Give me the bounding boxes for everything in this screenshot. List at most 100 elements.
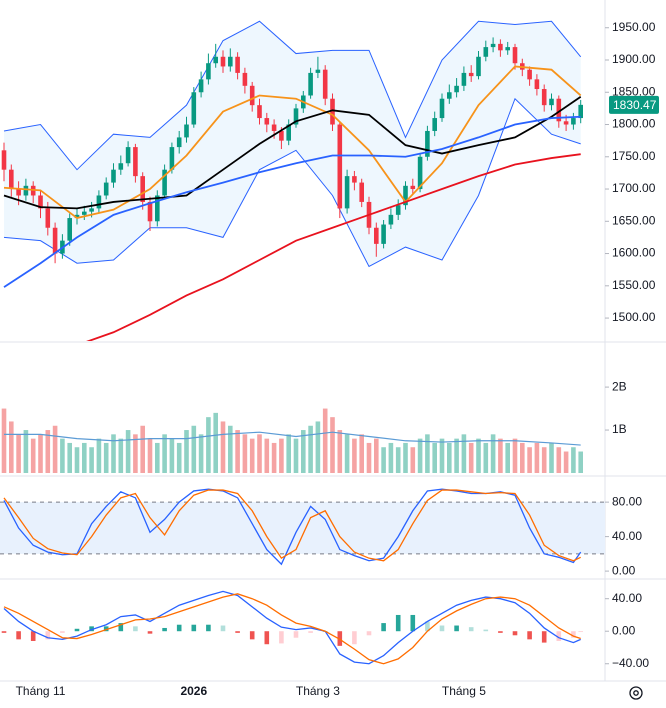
- candle-body: [330, 98, 335, 125]
- volume-bar: [344, 434, 350, 473]
- volume-bar: [271, 442, 277, 473]
- candle-body: [257, 105, 262, 119]
- macd-histogram-bar: [527, 631, 532, 640]
- candle-body: [103, 182, 109, 196]
- candle-body: [425, 130, 430, 157]
- panel: [1, 20, 583, 341]
- macd-histogram-bar: [425, 621, 430, 632]
- volume-bar: [286, 434, 291, 473]
- candle-body: [162, 169, 167, 196]
- macd-histogram-bar: [1, 631, 7, 633]
- macd-histogram-bar: [512, 631, 518, 636]
- volume-bar: [439, 438, 445, 473]
- volume-bar: [16, 434, 21, 473]
- macd-histogram-bar: [308, 631, 313, 633]
- candle-body: [527, 69, 532, 80]
- candle-body: [286, 124, 291, 141]
- stoch-band: [0, 502, 605, 554]
- macd-histogram-bar: [30, 631, 36, 641]
- volume-bar: [264, 438, 270, 473]
- volume-bar: [9, 421, 14, 473]
- candle-body: [140, 176, 145, 202]
- candle-body: [118, 163, 124, 170]
- candle-body: [432, 118, 437, 131]
- volume-bar: [505, 442, 510, 473]
- volume-bar: [476, 438, 481, 473]
- candle-body: [359, 182, 364, 202]
- candle-body: [381, 224, 386, 244]
- macd-histogram-bar: [381, 623, 386, 632]
- y-tick-label: 1B: [612, 422, 627, 436]
- volume-bar: [330, 417, 335, 473]
- candle-body: [228, 56, 233, 67]
- candle-body: [410, 185, 416, 190]
- volume-bar: [527, 447, 532, 473]
- candle-body: [454, 85, 459, 93]
- macd-histogram-bar: [176, 624, 182, 632]
- candle-body: [315, 69, 321, 73]
- volume-bar: [111, 434, 116, 473]
- macd-histogram-bar: [103, 626, 109, 632]
- candle-body: [220, 56, 226, 67]
- volume-bar: [45, 430, 51, 473]
- y-tick-label: 1650.00: [612, 213, 656, 227]
- y-tick-label: 40.00: [612, 591, 642, 605]
- y-tick-label: 80.00: [612, 494, 642, 508]
- macd-histogram-bar: [454, 625, 459, 632]
- macd-histogram-bar: [337, 631, 343, 646]
- volume-bar: [520, 442, 525, 473]
- candle-body: [417, 156, 423, 190]
- y-tick-label: 2B: [612, 379, 627, 393]
- macd-histogram-bar: [439, 625, 445, 632]
- y-tick-label: 40.00: [612, 529, 642, 543]
- panel: [0, 488, 605, 566]
- moving-average: [3, 115, 581, 288]
- moving-average: [3, 65, 582, 220]
- volume-bar: [359, 434, 364, 473]
- settings-icon[interactable]: [629, 686, 643, 700]
- volume-bar: [374, 438, 379, 473]
- candle-body: [308, 72, 313, 96]
- candle-body: [9, 169, 14, 190]
- candle-body: [498, 43, 503, 51]
- candle-body: [403, 185, 408, 206]
- volume-bar: [410, 447, 416, 473]
- volume-bar: [293, 438, 299, 473]
- y-tick-label: 1850.00: [612, 84, 656, 98]
- volume-bar: [184, 430, 189, 473]
- y-tick-label: 1550.00: [612, 278, 656, 292]
- volume-bar: [67, 442, 72, 473]
- volume-bar: [52, 425, 58, 473]
- candle-body: [578, 104, 583, 119]
- volume-ma: [4, 431, 581, 446]
- volume-bar: [235, 430, 240, 473]
- macd-histogram-bar: [395, 614, 401, 632]
- volume-bar: [468, 442, 474, 473]
- volume-bar: [220, 421, 226, 473]
- macd-histogram-bar: [74, 628, 80, 632]
- moving-average: [3, 96, 582, 210]
- candle-body: [374, 227, 379, 244]
- candle-body: [541, 89, 547, 106]
- candle-body: [125, 147, 131, 164]
- last-price-label: 1830.47: [613, 98, 657, 112]
- x-tick-label: 2026: [180, 684, 207, 698]
- macd-histogram-bar: [541, 631, 547, 643]
- macd-histogram-bar: [556, 631, 562, 641]
- candle-body: [563, 121, 569, 125]
- y-tick-label: 0.00: [612, 563, 636, 577]
- volume-bar: [403, 442, 408, 473]
- candle-body: [271, 124, 277, 131]
- candle-body: [96, 195, 102, 209]
- y-tick-label: 1700.00: [612, 181, 656, 195]
- volume-bar: [534, 442, 540, 473]
- panel: [1, 408, 583, 473]
- candle-body: [45, 208, 51, 228]
- volume-bar: [82, 442, 87, 473]
- volume-bar: [366, 442, 372, 473]
- volume-bar: [96, 438, 102, 473]
- candle-body: [147, 201, 153, 222]
- macd-histogram-bar: [279, 631, 284, 644]
- volume-bar: [125, 430, 131, 473]
